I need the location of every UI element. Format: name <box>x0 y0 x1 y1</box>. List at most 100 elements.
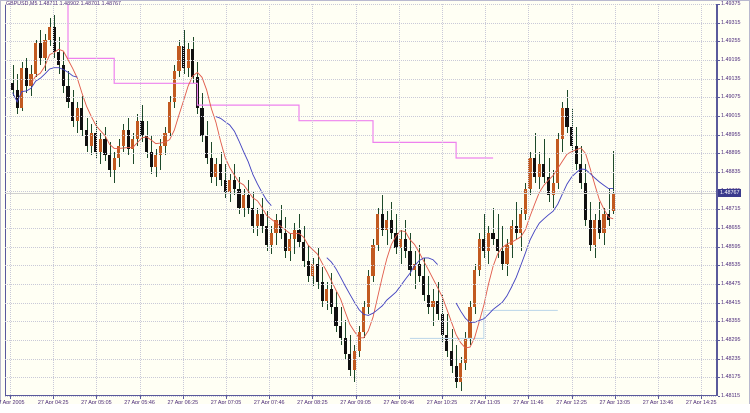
time-axis-rail[interactable] <box>5 395 718 396</box>
candle-wick <box>456 344 458 389</box>
candle-body <box>47 27 52 40</box>
price-axis-tick <box>718 228 720 229</box>
gridline-horizontal <box>5 246 716 249</box>
candle-body <box>246 195 250 208</box>
candle-body <box>325 288 329 302</box>
chart-plot-area[interactable] <box>5 4 715 396</box>
time-axis-tick <box>226 396 227 399</box>
price-axis-label: 1.48535 <box>721 262 741 269</box>
candle-body <box>454 366 458 382</box>
time-axis-label: 27 Apr 09:05 <box>340 400 371 406</box>
gridline-horizontal <box>5 302 716 305</box>
candle-body <box>98 139 102 152</box>
candle-body <box>593 220 597 246</box>
time-axis-tick <box>442 396 443 399</box>
candle-body <box>66 86 70 102</box>
candle-body <box>426 294 430 308</box>
candle-body <box>61 64 65 87</box>
price-axis-label: 1.48295 <box>721 337 741 343</box>
candle-body <box>200 108 204 137</box>
time-axis-tick <box>701 396 703 399</box>
candle-body <box>255 214 260 227</box>
price-axis-right-rail[interactable] <box>716 4 718 396</box>
candle-body <box>445 335 449 351</box>
candle-body <box>126 130 130 149</box>
candle-body <box>556 139 560 183</box>
candle-body <box>278 220 283 233</box>
candle-body <box>242 195 246 208</box>
time-axis-label: 27 Apr 14:25 <box>685 400 717 406</box>
time-axis-label: 27 Apr 09:46 <box>383 400 415 406</box>
price-axis-label: 1.49255 <box>721 38 741 45</box>
gridline-horizontal <box>5 358 716 361</box>
gridline-horizontal <box>5 190 716 193</box>
time-axis-tick <box>614 396 616 399</box>
gridline-vertical <box>10 4 12 395</box>
candle-body <box>177 46 181 71</box>
candle-body <box>112 158 116 171</box>
price-axis-tick <box>718 134 720 136</box>
candle-body <box>154 154 158 168</box>
candle-body <box>131 139 135 149</box>
time-axis-label: 27 Apr 08:25 <box>297 400 328 406</box>
candle-body <box>588 220 592 246</box>
candle-body <box>108 154 112 171</box>
time-axis-label: 27 Apr 2005 <box>0 400 25 406</box>
candle-wick <box>132 133 134 165</box>
price-axis-tick <box>718 321 720 323</box>
time-axis-label: 27 Apr 13:46 <box>642 400 674 406</box>
gridline-vertical <box>312 4 314 395</box>
gridline-horizontal <box>5 172 716 174</box>
candle-body <box>491 232 495 239</box>
price-axis-label: 1.48115 <box>721 393 741 399</box>
gridline-horizontal <box>5 377 716 379</box>
candle-body <box>195 77 199 109</box>
candle-body <box>463 338 467 364</box>
gridline-horizontal <box>5 340 716 342</box>
price-axis-tick <box>718 172 720 173</box>
time-axis-tick <box>96 396 98 399</box>
price-axis-left-rail <box>5 4 6 396</box>
gridline-vertical <box>442 4 444 395</box>
time-axis-label: 27 Apr 11:46 <box>513 400 544 406</box>
candle-body <box>297 229 301 242</box>
price-axis-label: 1.49015 <box>721 113 741 119</box>
candle-body <box>500 251 504 264</box>
price-axis-tick <box>718 265 720 267</box>
candle-body <box>288 238 292 252</box>
gridline-horizontal <box>5 116 716 118</box>
price-axis-tick <box>718 209 720 211</box>
time-axis-label: 27 Apr 07:46 <box>253 400 285 406</box>
candle-body <box>20 67 24 109</box>
price-axis-label: 1.49375 <box>721 1 741 7</box>
time-axis-tick <box>398 396 400 399</box>
price-axis-label: 1.48715 <box>721 206 741 213</box>
gridline-horizontal <box>5 41 716 43</box>
time-axis-label: 27 Apr 07:05 <box>210 400 242 406</box>
price-axis-label: 1.48415 <box>721 299 741 306</box>
price-axis-label: 1.49075 <box>721 94 741 101</box>
time-axis-tick <box>182 396 184 399</box>
gridline-vertical <box>182 4 185 395</box>
candle-body <box>260 214 264 227</box>
candle-body <box>537 164 541 177</box>
gridline-horizontal <box>5 284 716 286</box>
candle-wick <box>516 201 518 239</box>
time-axis-label: 27 Apr 11:05 <box>470 400 501 406</box>
gridline-horizontal <box>5 265 716 267</box>
price-axis-tick <box>718 246 720 248</box>
candle-wick <box>493 207 495 246</box>
price-axis-tick <box>718 358 720 360</box>
candle-body <box>597 220 601 233</box>
horizontal-scroll-strip[interactable] <box>0 404 750 413</box>
gridline-horizontal <box>5 134 716 137</box>
time-axis-tick <box>485 396 487 399</box>
time-axis-label: 27 Apr 13:05 <box>599 400 631 406</box>
price-axis-tick <box>718 340 720 341</box>
time-axis-tick <box>528 396 530 399</box>
current-price-tag: 1.48767 <box>718 189 741 198</box>
price-axis-label: 1.48955 <box>721 131 741 138</box>
gridline-horizontal <box>5 4 716 6</box>
gridline-horizontal <box>5 396 716 398</box>
gridline-vertical <box>398 4 401 395</box>
